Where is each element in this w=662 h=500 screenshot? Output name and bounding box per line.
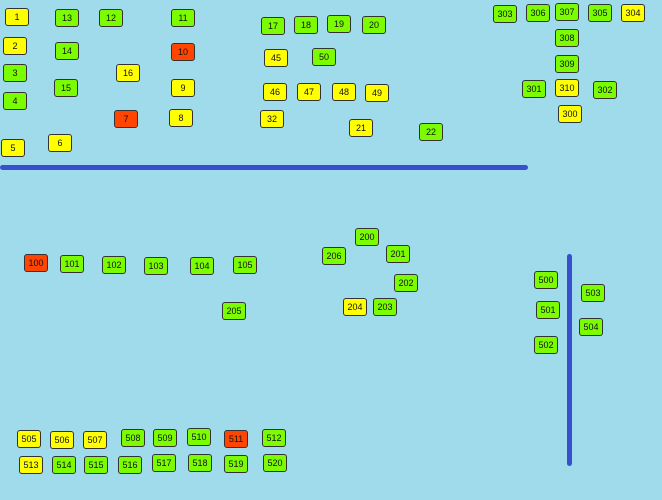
table-button[interactable]: 8 <box>169 109 193 127</box>
table-button[interactable]: 16 <box>116 64 140 82</box>
table-button[interactable]: 50 <box>312 48 336 66</box>
table-button[interactable]: 2 <box>3 37 27 55</box>
table-button[interactable]: 3 <box>3 64 27 82</box>
table-button[interactable]: 14 <box>55 42 79 60</box>
table-button[interactable]: 7 <box>114 110 138 128</box>
table-button[interactable]: 48 <box>332 83 356 101</box>
table-button[interactable]: 11 <box>171 9 195 27</box>
table-button[interactable]: 102 <box>102 256 126 274</box>
table-button[interactable]: 104 <box>190 257 214 275</box>
table-button[interactable]: 305 <box>588 4 612 22</box>
table-button[interactable]: 105 <box>233 256 257 274</box>
table-button[interactable]: 309 <box>555 55 579 73</box>
table-button[interactable]: 203 <box>373 298 397 316</box>
table-button[interactable]: 511 <box>224 430 248 448</box>
table-button[interactable]: 18 <box>294 16 318 34</box>
table-button[interactable]: 518 <box>188 454 212 472</box>
table-button[interactable]: 32 <box>260 110 284 128</box>
table-button[interactable]: 204 <box>343 298 367 316</box>
table-button[interactable]: 303 <box>493 5 517 23</box>
table-button[interactable]: 302 <box>593 81 617 99</box>
table-button[interactable]: 513 <box>19 456 43 474</box>
table-button[interactable]: 17 <box>261 17 285 35</box>
table-button[interactable]: 515 <box>84 456 108 474</box>
table-button[interactable]: 10 <box>171 43 195 61</box>
table-button[interactable]: 501 <box>536 301 560 319</box>
table-button[interactable]: 103 <box>144 257 168 275</box>
table-button[interactable]: 310 <box>555 79 579 97</box>
table-button[interactable]: 21 <box>349 119 373 137</box>
table-button[interactable]: 510 <box>187 428 211 446</box>
table-button[interactable]: 503 <box>581 284 605 302</box>
table-button[interactable]: 20 <box>362 16 386 34</box>
table-button[interactable]: 101 <box>60 255 84 273</box>
table-button[interactable]: 205 <box>222 302 246 320</box>
table-button[interactable]: 508 <box>121 429 145 447</box>
table-button[interactable]: 202 <box>394 274 418 292</box>
table-button[interactable]: 506 <box>50 431 74 449</box>
table-button[interactable]: 46 <box>263 83 287 101</box>
table-button[interactable]: 520 <box>263 454 287 472</box>
table-button[interactable]: 4 <box>3 92 27 110</box>
table-button[interactable]: 47 <box>297 83 321 101</box>
table-button[interactable]: 512 <box>262 429 286 447</box>
table-button[interactable]: 45 <box>264 49 288 67</box>
table-button[interactable]: 304 <box>621 4 645 22</box>
table-button[interactable]: 6 <box>48 134 72 152</box>
table-button[interactable]: 504 <box>579 318 603 336</box>
table-button[interactable]: 19 <box>327 15 351 33</box>
table-button[interactable]: 516 <box>118 456 142 474</box>
table-button[interactable]: 519 <box>224 455 248 473</box>
table-button[interactable]: 301 <box>522 80 546 98</box>
table-button[interactable]: 300 <box>558 105 582 123</box>
table-button[interactable]: 500 <box>534 271 558 289</box>
table-button[interactable]: 15 <box>54 79 78 97</box>
table-button[interactable]: 514 <box>52 456 76 474</box>
table-button[interactable]: 509 <box>153 429 177 447</box>
table-button[interactable]: 505 <box>17 430 41 448</box>
table-button[interactable]: 200 <box>355 228 379 246</box>
table-button[interactable]: 307 <box>555 3 579 21</box>
table-button[interactable]: 308 <box>555 29 579 47</box>
table-button[interactable]: 100 <box>24 254 48 272</box>
table-button[interactable]: 502 <box>534 336 558 354</box>
table-button[interactable]: 13 <box>55 9 79 27</box>
table-button[interactable]: 201 <box>386 245 410 263</box>
table-button[interactable]: 5 <box>1 139 25 157</box>
table-button[interactable]: 1 <box>5 8 29 26</box>
table-button[interactable]: 206 <box>322 247 346 265</box>
table-button[interactable]: 507 <box>83 431 107 449</box>
table-button[interactable]: 22 <box>419 123 443 141</box>
wall <box>567 254 572 466</box>
table-button[interactable]: 12 <box>99 9 123 27</box>
table-button[interactable]: 9 <box>171 79 195 97</box>
table-button[interactable]: 306 <box>526 4 550 22</box>
table-button[interactable]: 517 <box>152 454 176 472</box>
wall <box>0 165 528 170</box>
table-button[interactable]: 49 <box>365 84 389 102</box>
